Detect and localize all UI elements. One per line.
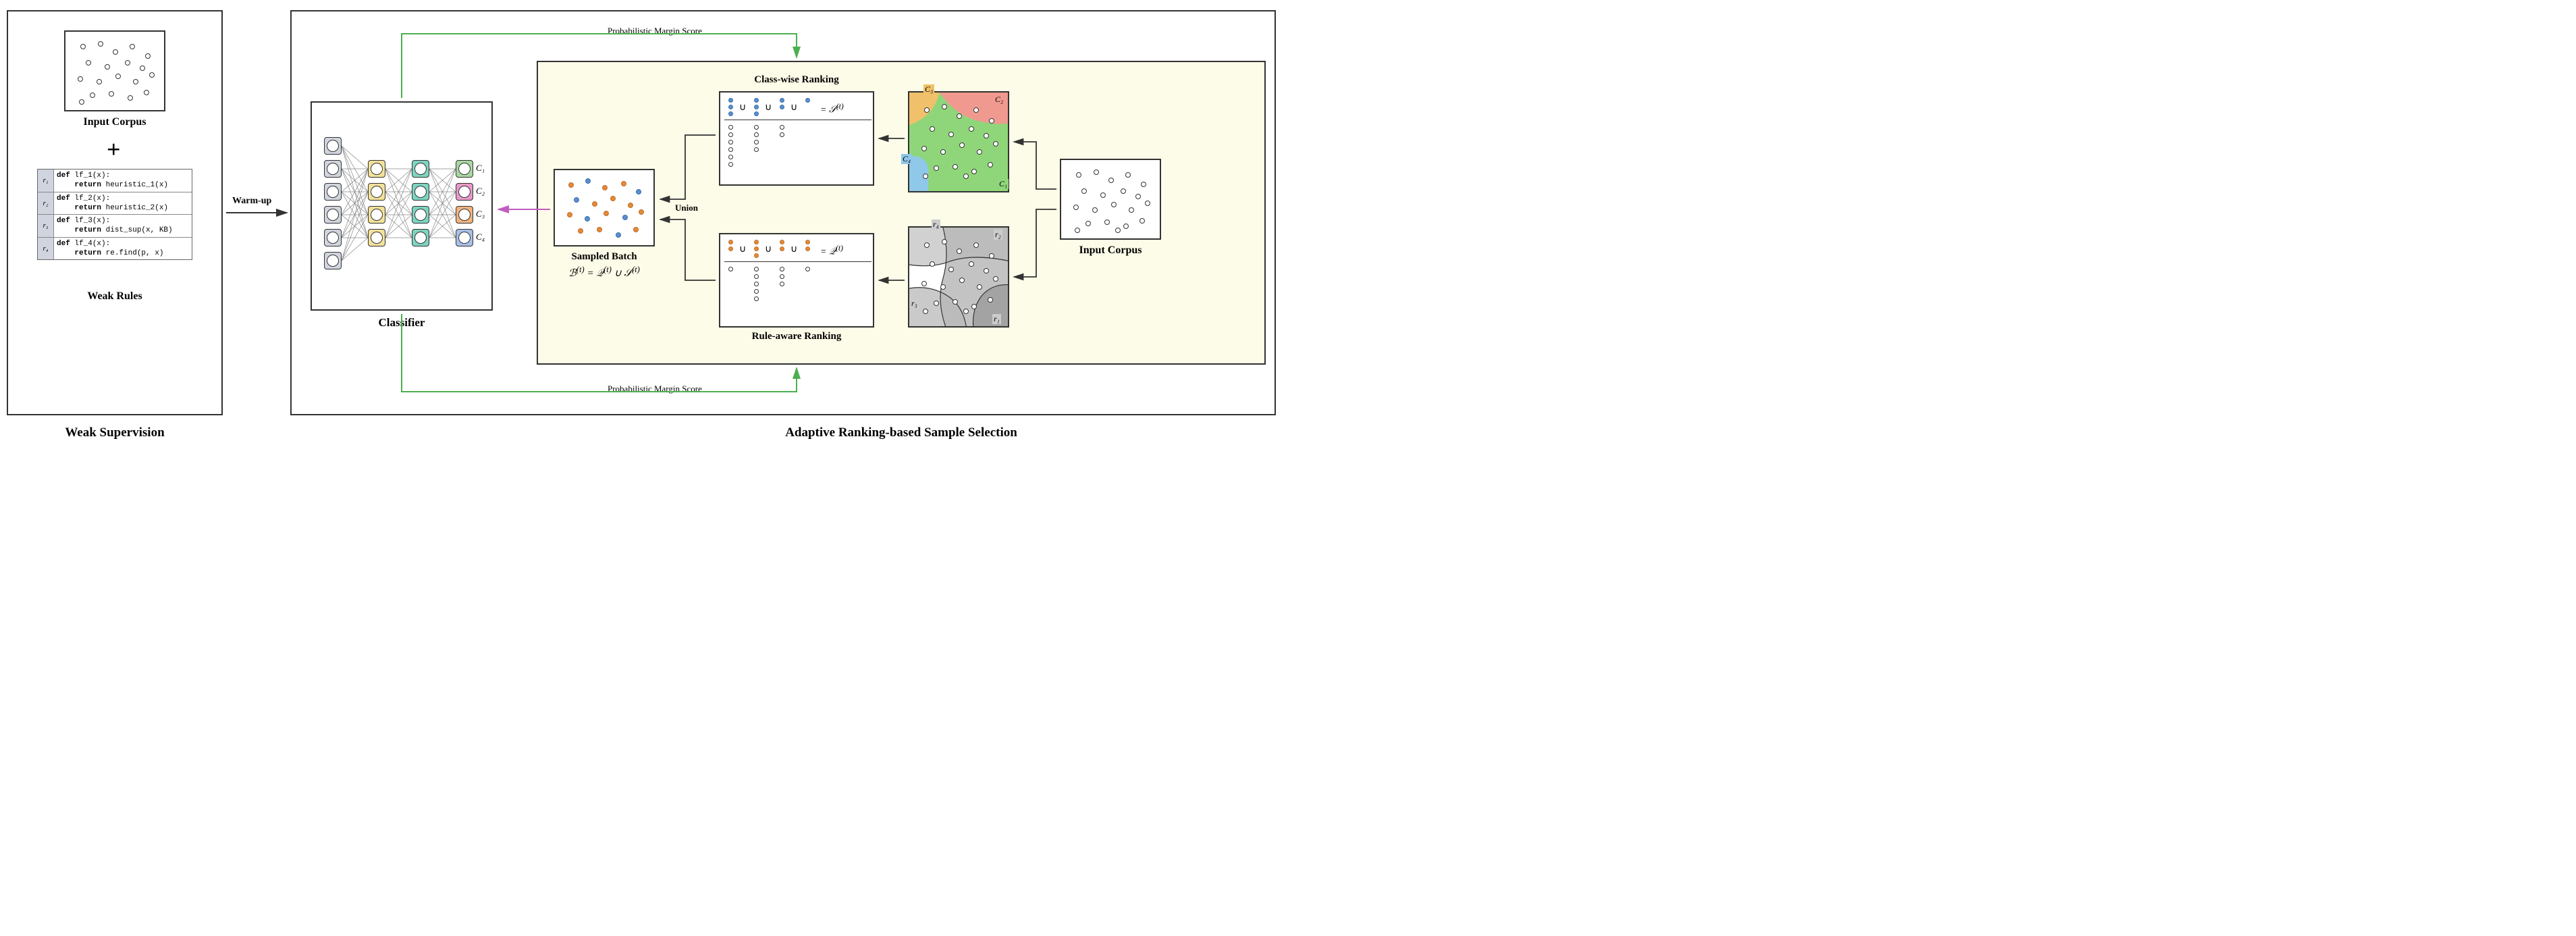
adaptive-label: Adaptive Ranking-based Sample Selection <box>537 425 1266 440</box>
sampled-batch-eq: ℬ(t) = 𝒬(t) ∪ 𝒮(t) <box>540 265 668 280</box>
input-corpus-left-label: Input Corpus <box>64 116 165 128</box>
c2-label: C₂ <box>994 95 1004 105</box>
nn-node <box>412 160 429 178</box>
rule-ranking-title: Rule-aware Ranking <box>719 331 874 342</box>
sampled-batch-title: Sampled Batch <box>540 251 668 263</box>
c1-label: C₁ <box>998 179 1009 189</box>
nn-node <box>368 206 385 224</box>
weak-rules-label: Weak Rules <box>37 290 192 303</box>
nn-node <box>324 160 342 178</box>
weak-supervision-label: Weak Supervision <box>7 425 223 440</box>
nn-node <box>456 183 473 201</box>
r4-label: r₄ <box>932 219 940 230</box>
r2-label: r₂ <box>994 230 1002 240</box>
nn-node <box>412 229 429 246</box>
warmup-label: Warm-up <box>232 196 271 207</box>
r3-label: r₃ <box>910 298 919 309</box>
rule-regions <box>908 226 1009 328</box>
input-corpus-right-label: Input Corpus <box>1060 244 1161 257</box>
nn-node <box>368 229 385 246</box>
nn-node <box>324 252 342 269</box>
nn-node <box>412 183 429 201</box>
nn-out-label: C₂ <box>476 186 485 197</box>
class-ranking-title: Class-wise Ranking <box>719 74 874 86</box>
union-label: Union <box>675 203 698 213</box>
prob-margin-bottom: Probabilistic Margin Score <box>608 384 702 394</box>
nn-out-label: C₁ <box>476 163 485 174</box>
nn-node <box>456 160 473 178</box>
nn-node <box>324 206 342 224</box>
nn-out-label: C₃ <box>476 209 485 219</box>
prob-margin-top: Probabilistic Margin Score <box>608 26 702 36</box>
plus-icon: + <box>107 135 121 163</box>
input-corpus-right <box>1060 159 1161 240</box>
nn-node <box>324 229 342 246</box>
r1-label: r₁ <box>992 314 1001 324</box>
nn-node <box>456 229 473 246</box>
nn-node <box>456 206 473 224</box>
nn-out-label: C₄ <box>476 232 485 242</box>
input-corpus-left: document.write([[22,18],[48,14],[70,26],… <box>64 30 165 111</box>
rule-rank-box: ∪∪∪ = 𝒬(t) <box>719 233 874 328</box>
classifier-label: Classifier <box>311 316 493 330</box>
c4-label: C₄ <box>901 154 912 164</box>
class-regions <box>908 91 1009 192</box>
class-rank-box: ∪∪∪ = 𝒮(t) <box>719 91 874 186</box>
nn-node <box>368 183 385 201</box>
c3-label: C₃ <box>923 84 934 95</box>
nn-node <box>324 183 342 201</box>
sampled-batch-box <box>554 169 655 246</box>
nn-node <box>412 206 429 224</box>
nn-node <box>324 137 342 155</box>
nn-node <box>368 160 385 178</box>
weak-rules-table: r₁def lf_1(x): return heuristic_1(x)r₂de… <box>37 169 192 260</box>
